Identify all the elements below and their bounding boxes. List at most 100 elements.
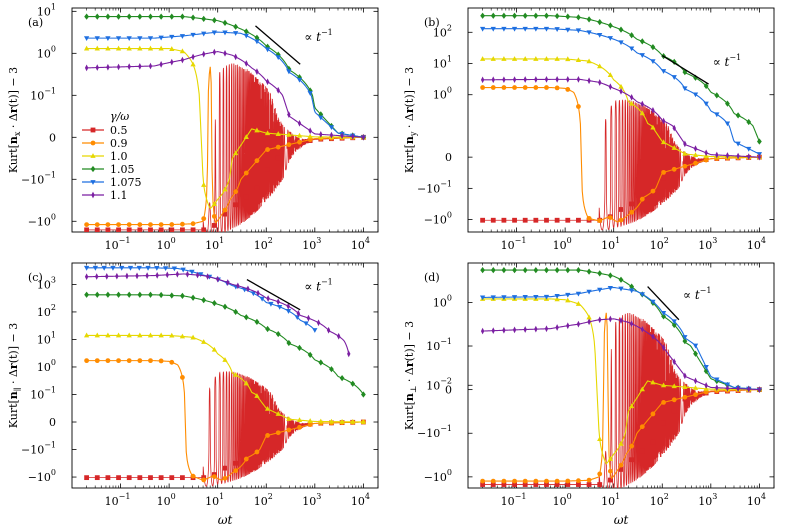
chart-panel: 10−1 100 101 102 103 104 102 101 100 0 −10−1 −100 (b… [403, 7, 775, 252]
data-series [84, 358, 366, 483]
x-tick-label: 10−1 [105, 236, 131, 252]
data-point [597, 218, 603, 224]
data-point [158, 475, 164, 481]
data-point [222, 30, 228, 36]
data-point [126, 358, 132, 364]
data-point [190, 221, 196, 227]
data-point [533, 482, 539, 487]
data-point [296, 132, 303, 138]
data-point [607, 272, 613, 279]
data-point [339, 375, 345, 382]
data-point [105, 291, 111, 298]
data-point [254, 449, 260, 455]
data-point [137, 36, 143, 42]
data-point [222, 475, 228, 481]
y-tick-label: 101 [433, 55, 452, 71]
data-point [180, 475, 185, 481]
data-point [84, 227, 90, 232]
data-point [233, 468, 239, 474]
data-point [318, 111, 324, 118]
data-point [246, 285, 250, 293]
data-series [480, 76, 762, 161]
data-point [501, 12, 507, 19]
data-point [650, 188, 656, 194]
x-tick-label: 100 [157, 492, 176, 508]
data-point [490, 56, 496, 61]
data-point [587, 77, 591, 85]
data-point [714, 112, 720, 118]
data-point [94, 36, 100, 42]
data-point [661, 169, 666, 175]
data-point [250, 291, 257, 297]
legend-marker [90, 153, 96, 158]
chart-panel: 10−1 100 101 102 103 104 101 100 10−1 0 −10−1 −100 (… [7, 2, 379, 252]
data-point [360, 391, 366, 398]
data-point [180, 13, 185, 20]
series-line [86, 63, 364, 232]
data-point [682, 394, 688, 400]
data-point [126, 222, 132, 228]
x-tick-label: 104 [351, 492, 370, 508]
data-point [619, 87, 623, 95]
data-point [169, 13, 175, 20]
data-point [216, 275, 220, 283]
data-series [479, 26, 763, 157]
legend-entry: 1.075 [82, 176, 142, 189]
data-point [83, 45, 90, 51]
data-point [190, 32, 196, 38]
data-point [319, 130, 323, 138]
data-series [480, 99, 762, 231]
y-tick-label: 100 [37, 358, 56, 374]
data-point [296, 310, 301, 317]
data-point [576, 104, 581, 109]
data-point [105, 222, 111, 228]
data-point [693, 377, 698, 385]
data-point [126, 291, 132, 298]
data-point [576, 478, 581, 484]
data-point [480, 478, 486, 484]
data-series [84, 371, 366, 487]
data-point [607, 72, 613, 78]
data-point [607, 286, 613, 291]
y-tick-label: 101 [37, 2, 56, 18]
data-point [148, 222, 153, 228]
data-point [586, 268, 592, 275]
y-tick-label: 103 [37, 275, 56, 291]
data-point [165, 271, 169, 279]
data-point [94, 45, 100, 51]
data-point [137, 291, 143, 298]
data-point [116, 13, 121, 20]
legend-marker [91, 191, 95, 199]
data-point [222, 186, 228, 192]
data-point [661, 313, 666, 320]
data-point [83, 332, 90, 338]
data-point [101, 265, 107, 271]
data-point [576, 76, 581, 83]
data-series [480, 315, 762, 393]
data-point [148, 291, 153, 298]
data-point [175, 270, 180, 278]
data-point [211, 17, 217, 24]
x-axis-label: ωt [614, 513, 629, 527]
data-point [533, 266, 539, 274]
data-point [286, 339, 292, 347]
data-point [95, 64, 99, 71]
data-point [756, 138, 762, 145]
data-point [297, 424, 302, 430]
data-point [191, 53, 195, 61]
data-point [84, 291, 90, 298]
data-point [650, 379, 656, 385]
data-point [523, 76, 527, 83]
data-point [501, 217, 507, 223]
data-point [180, 227, 185, 232]
data-point [287, 111, 291, 118]
data-point [598, 316, 602, 324]
data-point [264, 406, 271, 411]
data-point [661, 399, 666, 405]
data-point [318, 359, 324, 366]
data-point [233, 23, 239, 30]
data-point [116, 475, 121, 481]
data-point [692, 152, 699, 157]
data-point [312, 328, 318, 333]
data-point [661, 117, 666, 125]
